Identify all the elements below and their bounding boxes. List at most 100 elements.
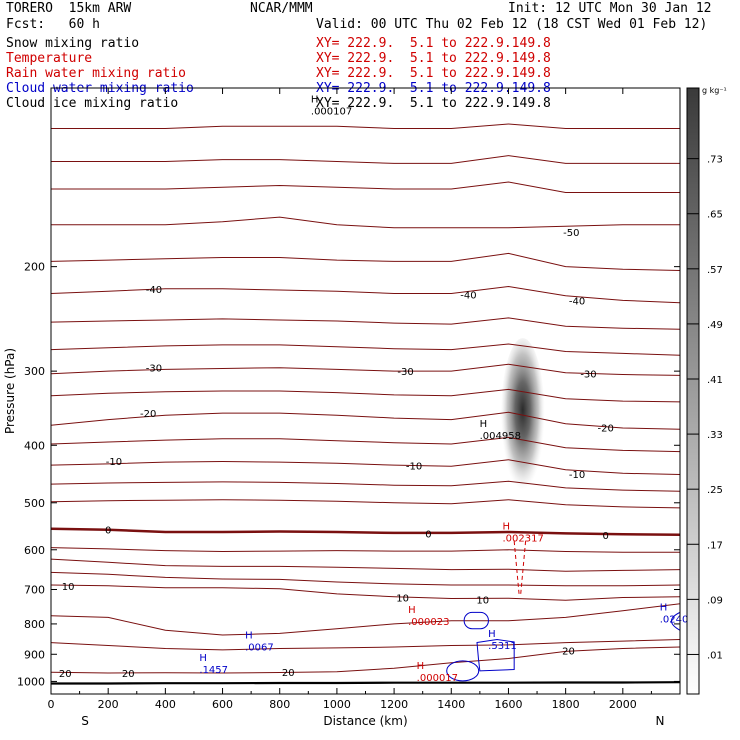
max-marker-h: H xyxy=(660,603,668,614)
temperature-contour xyxy=(51,681,681,685)
colorbar-tick-label: .25 xyxy=(707,485,723,496)
temperature-label: -30 xyxy=(580,370,596,381)
temperature-label: 10 xyxy=(476,596,489,607)
init-time: Init: 12 UTC Mon 30 Jan 12 xyxy=(508,1,712,16)
field-rain: Rain water mixing ratio xyxy=(6,66,187,81)
temperature-contour xyxy=(50,388,681,403)
max-marker-h: H xyxy=(480,419,488,430)
field-snow: Snow mixing ratio xyxy=(6,36,140,51)
x-tick-label: 400 xyxy=(155,698,176,711)
temperature-label: 10 xyxy=(396,593,409,604)
isotherm-10 xyxy=(50,584,681,601)
temperature-label: -30 xyxy=(146,364,162,375)
rain-contour xyxy=(513,540,527,597)
colorbar-tick-label: .65 xyxy=(707,210,723,221)
temperature-label: 0 xyxy=(105,526,111,537)
temperature-label: -40 xyxy=(569,296,585,307)
temperature-label: -10 xyxy=(569,470,585,481)
temperature-contour xyxy=(50,343,681,356)
x-tick-label: 1400 xyxy=(437,698,465,711)
colorbar-tick-label: .17 xyxy=(707,540,723,551)
temperature-label: 10 xyxy=(62,582,75,593)
max-value-label: .000017 xyxy=(417,673,458,684)
north-label: N xyxy=(656,714,665,728)
y-tick-label: 500 xyxy=(24,497,45,510)
temperature-contour xyxy=(50,252,681,271)
temperature-label: -10 xyxy=(406,462,422,473)
colorbar-tick-label: .33 xyxy=(707,430,723,441)
max-value-label: .0067 xyxy=(245,642,274,653)
isotherm-20 xyxy=(50,646,681,674)
plot-frame xyxy=(50,87,681,695)
cloud-water-contour xyxy=(670,611,681,631)
max-marker-h: H xyxy=(199,653,207,664)
temperature-contour xyxy=(50,480,681,492)
xy-cloud-ice: XY= 222.9. 5.1 to 222.9.149.8 xyxy=(316,96,551,111)
max-marker-h: H xyxy=(408,605,416,616)
temperature-contour xyxy=(51,155,680,164)
field-cloud-ice: Cloud ice mixing ratio xyxy=(6,96,179,111)
max-marker-h: H xyxy=(245,630,253,641)
x-tick-label: 1200 xyxy=(380,698,408,711)
temperature-contour xyxy=(50,639,681,651)
forecast-hour: Fcst: 60 h xyxy=(6,17,100,32)
org-name: NCAR/MMM xyxy=(250,1,313,16)
colorbar-tick-label: .09 xyxy=(707,595,723,606)
x-tick-label: 1800 xyxy=(552,698,580,711)
temperature-contour xyxy=(50,499,681,509)
colorbar-unit: g kg⁻¹ xyxy=(702,86,727,95)
colorbar xyxy=(686,87,700,695)
temperature-label: -40 xyxy=(146,285,162,296)
max-value-label: .000107 xyxy=(311,107,352,118)
y-axis-title: Pressure (hPa) xyxy=(3,348,17,434)
temperature-label: 20 xyxy=(282,668,295,679)
y-tick-label: 600 xyxy=(24,544,45,557)
x-tick-label: 800 xyxy=(269,698,290,711)
x-axis-title: Distance (km) xyxy=(323,714,407,728)
y-tick-label: 400 xyxy=(24,439,45,452)
y-tick-label: 800 xyxy=(24,618,45,631)
temperature-label: -50 xyxy=(563,228,579,239)
colorbar-tick-label: .49 xyxy=(707,320,723,331)
xy-rain: XY= 222.9. 5.1 to 222.9.149.8 xyxy=(316,66,551,81)
field-temperature: Temperature xyxy=(6,51,93,66)
south-label: S xyxy=(81,714,89,728)
colorbar-tick-label: .73 xyxy=(707,155,723,166)
temperature-label: -40 xyxy=(460,291,476,302)
y-tick-label: 700 xyxy=(24,584,45,597)
temperature-label: -30 xyxy=(397,367,413,378)
x-tick-label: 1600 xyxy=(494,698,522,711)
temperature-label: -10 xyxy=(106,457,122,468)
colorbar-tick-label: .01 xyxy=(707,650,723,661)
cloud-water-contour xyxy=(463,611,489,630)
isotherm--40 xyxy=(50,285,681,304)
max-value-label: .0240 xyxy=(660,615,689,626)
max-marker-h: H xyxy=(417,661,425,672)
snow-shading xyxy=(500,338,545,499)
max-marker-h: H xyxy=(311,95,319,106)
max-marker-h: H xyxy=(502,522,510,533)
cloud-water-contour xyxy=(446,660,480,682)
isotherm-0 xyxy=(50,527,681,536)
isotherm--50 xyxy=(51,216,680,229)
x-tick-label: 2000 xyxy=(609,698,637,711)
colorbar-tick-label: .41 xyxy=(707,375,723,386)
max-value-label: .1457 xyxy=(199,665,228,676)
max-marker-h: H xyxy=(488,629,496,640)
x-tick-label: 1000 xyxy=(323,698,351,711)
temperature-label: 20 xyxy=(122,669,135,680)
temperature-contour xyxy=(50,558,681,572)
temperature-label: 20 xyxy=(562,647,575,658)
temperature-label: 20 xyxy=(59,669,72,680)
max-value-label: .002317 xyxy=(502,534,543,545)
temperature-label: -20 xyxy=(597,423,613,434)
isotherm--30 xyxy=(50,363,681,376)
cloud-water-contour xyxy=(476,639,515,672)
max-value-label: .004958 xyxy=(480,431,521,442)
y-tick-label: 200 xyxy=(24,261,45,274)
temperature-label: 0 xyxy=(425,529,431,540)
y-tick-label: 900 xyxy=(24,648,45,661)
temperature-contour xyxy=(51,181,680,193)
xy-temperature: XY= 222.9. 5.1 to 222.9.149.8 xyxy=(316,51,551,66)
